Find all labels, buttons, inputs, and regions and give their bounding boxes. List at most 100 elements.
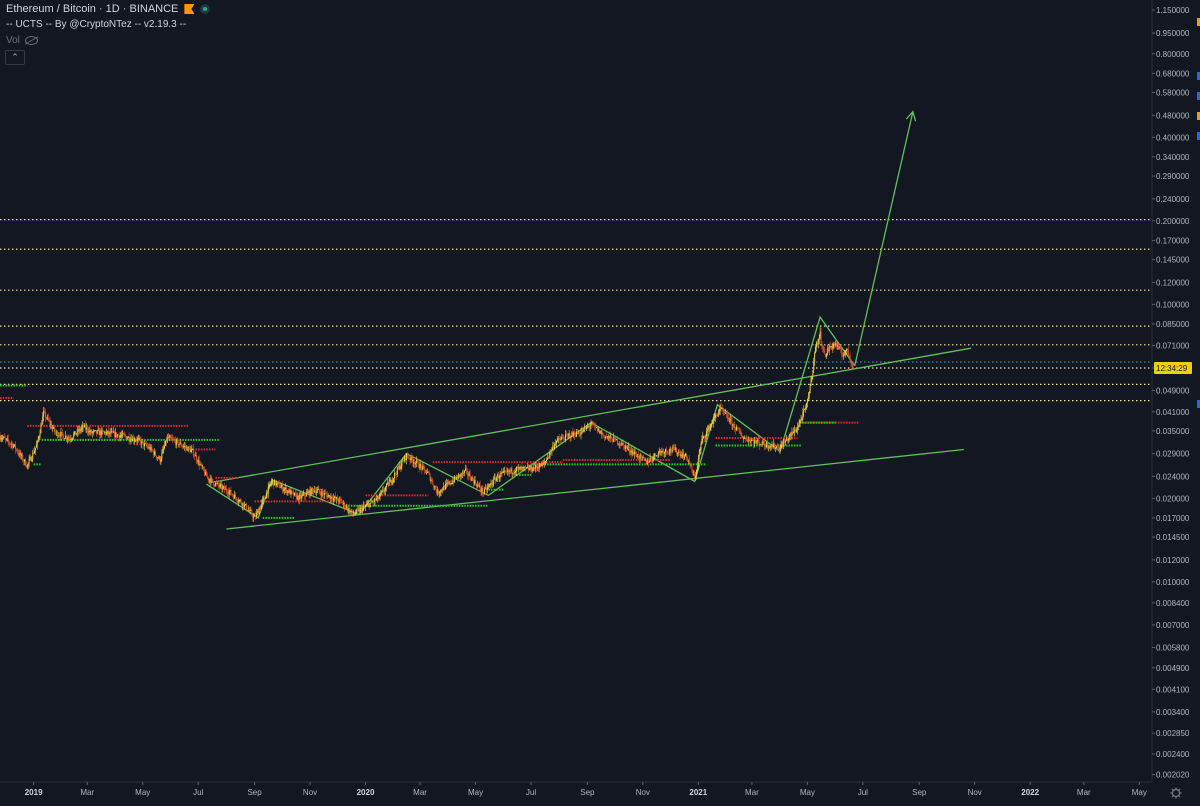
candle — [102, 426, 104, 435]
candle — [792, 431, 794, 436]
candle-body — [13, 445, 15, 448]
candle — [593, 421, 595, 426]
candle — [343, 500, 345, 508]
candle-body — [727, 418, 729, 420]
candle — [255, 508, 257, 519]
collapse-legend-button[interactable]: ⌃ — [5, 50, 25, 65]
candle — [430, 476, 432, 485]
candle — [826, 344, 828, 356]
candle-body — [307, 491, 309, 493]
candle-body — [593, 423, 595, 426]
candle-body — [835, 343, 837, 346]
candle-body — [326, 494, 328, 498]
candle — [249, 506, 251, 515]
candle — [235, 497, 237, 503]
candle-body — [556, 441, 557, 444]
candle — [776, 445, 777, 448]
candle-body — [458, 474, 460, 476]
candle-body — [217, 483, 219, 486]
candle-body — [95, 430, 97, 434]
candle-body — [424, 466, 426, 470]
candle — [287, 488, 289, 496]
candle-body — [337, 500, 339, 502]
candle — [185, 442, 186, 453]
candle — [14, 444, 15, 448]
candle-body — [103, 430, 105, 433]
candle-body — [356, 509, 358, 511]
candle-body — [728, 419, 730, 422]
candle — [35, 440, 37, 448]
candle-body — [509, 470, 511, 472]
candle — [488, 484, 490, 488]
candle — [260, 504, 262, 510]
candle-body — [254, 515, 256, 517]
candle — [285, 483, 286, 494]
candle-body — [56, 431, 58, 437]
candle-body — [208, 479, 210, 480]
candle-body — [726, 414, 728, 419]
candle — [314, 485, 316, 493]
candle-body — [318, 489, 320, 492]
candle-body — [425, 472, 427, 474]
candle-body — [418, 466, 420, 469]
candle-body — [801, 418, 803, 420]
candle — [143, 441, 145, 449]
candle — [652, 456, 654, 464]
candle-body — [278, 483, 280, 488]
candle-body — [203, 466, 205, 471]
candle — [611, 436, 613, 442]
candle-body — [701, 438, 703, 444]
candle — [87, 427, 89, 437]
candle-body — [768, 446, 770, 449]
candle — [232, 493, 234, 498]
flag-icon[interactable] — [184, 4, 195, 14]
candle — [301, 492, 303, 502]
candle — [799, 419, 801, 428]
candle — [766, 441, 767, 449]
candle-body — [10, 444, 12, 445]
candle — [152, 449, 154, 453]
candle — [495, 473, 496, 485]
candle-body — [422, 465, 424, 470]
candle — [124, 431, 126, 438]
candle — [153, 449, 155, 459]
candle-body — [471, 477, 473, 481]
candle-body — [495, 477, 497, 481]
candle-body — [658, 451, 660, 453]
candle — [299, 491, 301, 500]
price-tag-label: 12:34:29 — [1156, 364, 1188, 373]
candle — [413, 458, 415, 468]
gear-icon[interactable] — [1170, 787, 1182, 799]
candle-body — [390, 479, 392, 484]
candle-body — [246, 509, 248, 511]
candle — [339, 496, 341, 504]
candle — [764, 441, 766, 451]
candle-body — [140, 440, 142, 445]
candle-body — [202, 466, 204, 468]
candle — [845, 350, 847, 358]
candle-body — [626, 445, 627, 448]
time-axis[interactable]: 2019 Mar May Jul Sep Nov 2020 Mar May Jul Sep Nov 20… — [0, 781, 1200, 806]
candle — [275, 480, 276, 488]
candle — [439, 490, 441, 497]
candle — [839, 345, 841, 350]
candle-body — [441, 489, 443, 491]
candle-body — [285, 487, 287, 493]
candle-body — [157, 457, 159, 459]
candle — [23, 458, 25, 466]
candle — [364, 502, 366, 508]
price-axis[interactable]: 1.1500000.9500000.8000000.6800000.580000… — [1151, 0, 1200, 782]
candle — [498, 475, 500, 482]
indicator-legend[interactable]: -- UCTS -- By @CryptoNTez -- v2.19.3 -- — [6, 19, 187, 30]
eye-hidden-icon[interactable] — [24, 36, 38, 45]
symbol-title[interactable]: Ethereum / Bitcoin · 1D · BINANCE — [6, 3, 179, 15]
candle-body — [239, 500, 241, 501]
candle — [398, 462, 400, 471]
candle-body — [320, 493, 322, 496]
volume-legend[interactable]: Vol — [6, 35, 38, 46]
candle — [122, 429, 124, 439]
candle — [362, 506, 364, 514]
candle-body — [425, 469, 426, 473]
candle-body — [777, 446, 779, 450]
